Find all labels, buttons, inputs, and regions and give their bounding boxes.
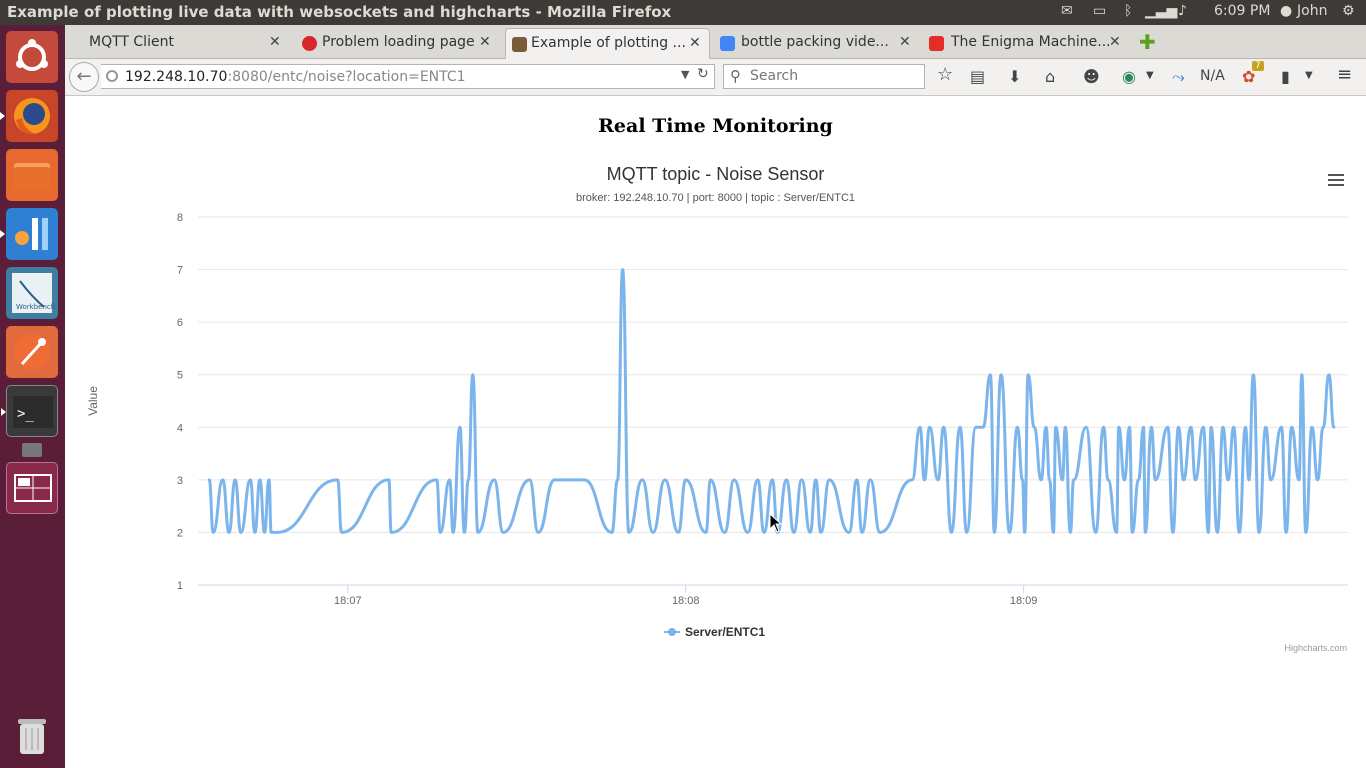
y-tick-label: 8 [177,212,183,224]
battery-icon[interactable]: ▭ [1093,3,1107,19]
google-icon [720,36,735,51]
reading-list-icon[interactable]: ▤ [970,67,986,86]
chart-subtitle: broker: 192.248.10.70 | port: 8000 | top… [575,192,856,204]
tab-enigma-machine[interactable]: The Enigma Machine... ✕ [923,28,1123,59]
clock[interactable]: 6:09 PM [1214,3,1271,19]
search-input[interactable]: ⚲ Search [723,64,925,89]
url-path: :8080/entc/noise?location=ENTC1 [227,69,466,85]
chevron-down-icon[interactable]: ▼ [1305,70,1313,81]
chat-icon[interactable]: ☻ [1083,67,1100,86]
tab-label: Problem loading page [322,34,475,50]
na-label[interactable]: N/A [1200,68,1225,84]
x-tick-label: 18:09 [1010,595,1038,607]
y-tick-label: 6 [177,317,183,329]
tab-bottle-packing[interactable]: bottle packing vide... ✕ [714,28,914,59]
drive-icon[interactable] [22,443,42,457]
tab-example-plotting[interactable]: Example of plotting ... ✕ [505,28,710,59]
navigation-bar: 192.248.10.70:8080/entc/noise?location=E… [65,59,1366,96]
volume-icon[interactable]: ♪ [1178,3,1187,19]
ubuntu-dash-icon[interactable] [6,31,58,83]
series-line [207,268,1336,534]
url-bar[interactable]: 192.248.10.70:8080/entc/noise?location=E… [101,64,715,89]
system-top-bar: Example of plotting live data with webso… [0,0,1366,25]
postman-icon[interactable] [6,326,58,378]
page-content: Real Time Monitoring 1 2 3 4 5 6 7 8 18:07 18:08 1… [65,97,1366,768]
download-icon[interactable]: ⬇ [1008,67,1022,86]
tab-label: bottle packing vide... [741,34,889,50]
close-icon[interactable]: ✕ [269,34,281,50]
terminal-icon[interactable]: >_ [1,385,58,437]
y-tick-label: 2 [177,527,183,539]
search-icon: ⚲ [730,67,741,85]
hamburger-menu-icon[interactable]: ≡ [1337,64,1353,85]
search-placeholder: Search [750,68,799,84]
url-host: 192.248.10.70 [125,69,228,85]
close-icon[interactable]: ✕ [1109,34,1121,50]
mouse-cursor-icon [769,513,783,533]
x-tick-label: 18:08 [672,595,700,607]
colorful-extension-icon[interactable]: ✿ [1242,67,1256,86]
tab-problem-loading[interactable]: Problem loading page ✕ [296,28,504,59]
user-icon: ● [1280,3,1293,19]
tab-label: The Enigma Machine... [951,34,1111,50]
page-title: Real Time Monitoring [598,115,833,137]
svg-text:>_: >_ [17,406,34,422]
back-button[interactable]: ← [69,62,99,92]
tab-label: Example of plotting ... [531,35,686,51]
network-icon[interactable]: ▁▃▅ [1145,3,1178,19]
notification-badge: 7 [1252,61,1264,71]
mysql-workbench-icon[interactable]: Workbench [6,267,58,319]
y-axis-label: Value [86,386,100,416]
trash-icon[interactable] [6,709,58,761]
reload-icon[interactable]: ↻ [697,66,709,82]
legend-item-label[interactable]: Server/ENTC1 [685,625,765,639]
extension-globe-icon[interactable]: ◉ [1122,67,1136,86]
chevron-down-icon[interactable]: ▼ [681,68,690,81]
chart-title: MQTT topic - Noise Sensor [606,164,825,184]
y-tick-label: 1 [177,580,183,592]
chart: 1 2 3 4 5 6 7 8 18:07 18:08 18:09 Value Server/ENTC1 [86,212,1348,639]
clipboard-icon[interactable]: ▮ [1281,67,1290,86]
close-icon[interactable]: ✕ [689,35,701,51]
launcher: Workbench >_ [0,25,65,768]
y-tick-label: 3 [177,475,183,487]
jetbrains-icon[interactable] [0,208,58,260]
graph-extension-icon[interactable]: ⤳ [1172,67,1185,86]
new-tab-plus-icon[interactable]: ✚ [1139,30,1156,54]
error-icon [302,36,317,51]
chart-favicon-icon [512,37,527,52]
legend-symbol-marker [668,628,676,636]
home-icon[interactable]: ⌂ [1045,67,1056,86]
close-icon[interactable]: ✕ [479,34,491,50]
x-tick-label: 18:07 [334,595,362,607]
chart-context-menu-icon[interactable] [1326,171,1346,189]
arrow-left-icon: ← [76,66,92,87]
chart-credits[interactable]: Highcharts.com [1284,643,1347,653]
mail-icon[interactable]: ✉ [1061,3,1073,19]
tab-label: MQTT Client [89,34,174,50]
firefox-icon[interactable] [0,90,58,142]
chevron-down-icon[interactable]: ▼ [1146,70,1154,81]
window-title: Example of plotting live data with webso… [7,3,672,21]
bluetooth-icon[interactable]: ᛒ [1124,3,1133,19]
files-icon[interactable] [6,149,58,201]
y-tick-label: 4 [177,422,183,434]
gear-icon[interactable]: ⚙ [1342,3,1355,19]
bookmark-star-icon[interactable]: ☆ [937,64,954,85]
user-name[interactable]: John [1297,3,1328,19]
globe-icon[interactable] [106,70,118,82]
tab-mqtt-client[interactable]: MQTT Client ✕ [65,28,287,59]
workspace-switcher-icon[interactable] [6,462,58,514]
close-icon[interactable]: ✕ [899,34,911,50]
youtube-icon [929,36,944,51]
tab-strip: MQTT Client ✕ Problem loading page ✕ Exa… [65,25,1366,59]
y-tick-label: 7 [177,265,183,277]
svg-text:Workbench: Workbench [16,303,55,311]
y-tick-label: 5 [177,370,183,382]
